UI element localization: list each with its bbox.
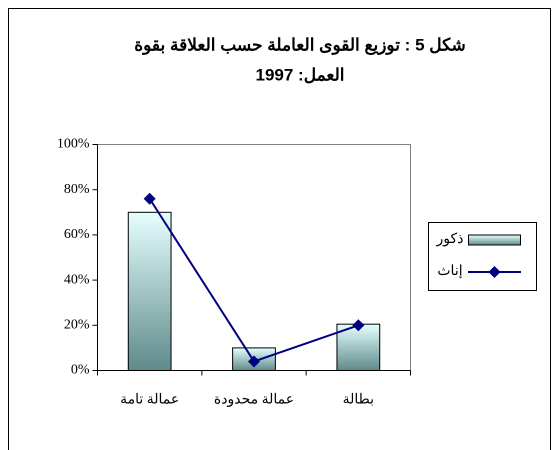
- line-marker: [248, 355, 260, 368]
- x-tick-label: بطالة: [343, 393, 374, 408]
- legend-swatch: [468, 234, 521, 246]
- y-tick-label: 100%: [57, 137, 90, 152]
- y-tick-label: 80%: [64, 182, 90, 197]
- y-tick-label: 20%: [64, 318, 90, 333]
- y-tick-label: 60%: [64, 227, 90, 242]
- chart-title: شكل 5 : توزيع القوى العاملة حسب العلاقة …: [134, 35, 466, 55]
- y-tick-label: 40%: [64, 272, 90, 287]
- bar: [127, 211, 172, 371]
- bar: [336, 323, 381, 372]
- line-marker: [352, 319, 365, 332]
- line-marker: [143, 192, 156, 205]
- legend-label: ذكور: [436, 232, 464, 247]
- legend-swatch: [488, 266, 501, 278]
- legend-label: إناث: [437, 264, 462, 279]
- x-tick-label: عمالة تامة: [120, 393, 179, 408]
- legend: [428, 222, 537, 291]
- x-tick-label: عمالة محدودة: [214, 393, 294, 408]
- chart-title: العمل: 1997: [255, 65, 344, 84]
- y-tick-label: 0%: [71, 363, 90, 378]
